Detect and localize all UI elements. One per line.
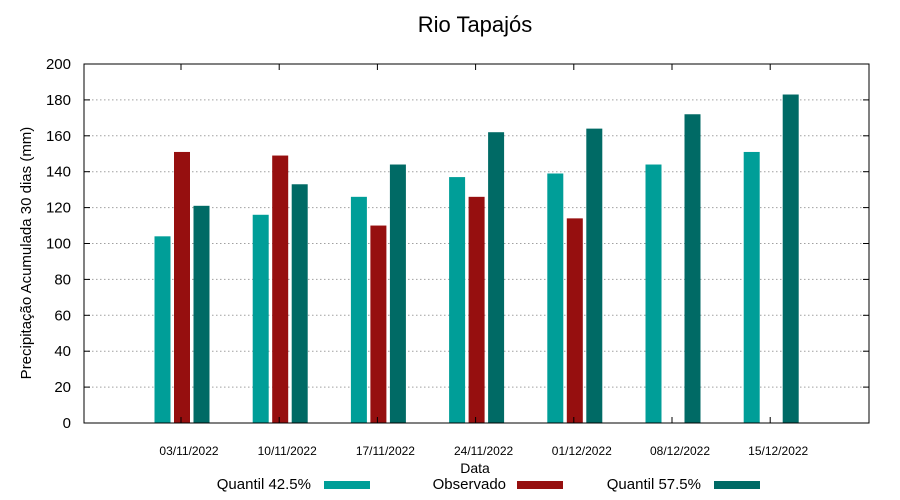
bar-quantil-57-5 [488,132,505,423]
x-tick-label: 24/11/2022 [454,444,513,458]
bar-observado [468,196,485,423]
y-tick-label: 20 [54,379,71,396]
bar-quantil-42-5 [743,151,760,423]
y-tick-label: 200 [46,56,71,73]
y-tick-label: 180 [46,92,71,109]
bar-quantil-57-5 [389,164,406,423]
x-tick-label: 15/12/2022 [748,444,808,458]
bar-quantil-57-5 [193,205,210,423]
y-axis-ticks: 0 20 40 60 80 100 120 140 160 180 200 [46,56,869,432]
legend-swatch [517,481,563,489]
bar-quantil-57-5 [291,184,308,423]
chart-title: Rio Tapajós [418,12,533,37]
bar-observado [174,151,190,423]
bar-observado [272,155,289,424]
y-tick-label: 160 [46,128,71,145]
x-tick-label: 17/11/2022 [356,444,415,458]
x-tick-label: 03/11/2022 [159,444,218,458]
bar-observado [566,218,583,423]
x-tick-label: 08/12/2022 [650,444,710,458]
bar-quantil-42-5 [154,236,171,423]
y-tick-label: 0 [63,415,71,432]
bar-quantil-42-5 [252,214,269,423]
bars [154,94,799,424]
x-axis-ticks: 03/11/2022 10/11/2022 17/11/2022 24/11/2022… [159,64,809,458]
y-tick-label: 120 [46,200,71,217]
y-axis-label: Precipitação Acumulada 30 dias (mm) [18,127,35,380]
legend: Quantil 42.5% Observado Quantil 57.5% [217,476,760,493]
x-tick-label: 01/12/2022 [552,444,612,458]
bar-quantil-57-5 [782,94,799,423]
bar-quantil-57-5 [586,128,603,423]
bar-quantil-42-5 [645,164,662,423]
bar-quantil-57-5 [684,114,701,423]
bar-quantil-42-5 [350,196,367,423]
legend-swatch [324,481,370,489]
legend-swatch [714,481,760,489]
x-tick-label: 10/11/2022 [258,444,317,458]
legend-label: Quantil 42.5% [217,476,311,493]
y-tick-label: 60 [54,307,71,324]
legend-label: Observado [433,476,506,493]
bar-quantil-42-5 [449,177,466,423]
y-tick-label: 40 [54,343,71,360]
y-tick-label: 80 [54,271,71,288]
bar-observado [370,225,387,423]
y-tick-label: 100 [46,236,71,253]
bar-quantil-42-5 [547,173,564,423]
legend-label: Quantil 57.5% [607,476,701,493]
x-axis-label: Data [460,460,490,476]
y-tick-label: 140 [46,164,71,181]
